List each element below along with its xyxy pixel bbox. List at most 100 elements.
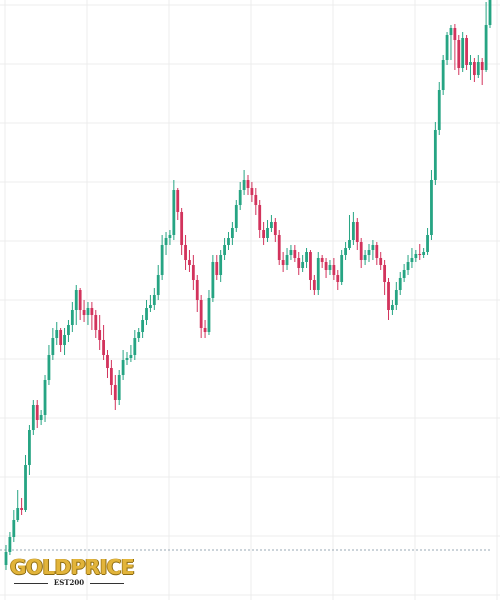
candle-up xyxy=(402,270,406,278)
candle-up xyxy=(422,252,426,255)
candle-up xyxy=(398,278,402,290)
candle-up xyxy=(285,255,289,265)
candle-up xyxy=(145,308,148,320)
candle-down xyxy=(383,265,387,282)
candle-up xyxy=(55,330,59,338)
logo-tagline: EST200 xyxy=(53,578,85,587)
candle-down xyxy=(246,180,250,188)
candle-up xyxy=(351,222,355,240)
candle-up xyxy=(234,205,238,228)
candle-down xyxy=(457,40,461,68)
candle-up xyxy=(469,62,472,65)
candle-up xyxy=(449,28,453,35)
candle-down xyxy=(20,508,24,510)
candle-up xyxy=(149,305,152,308)
candles-group xyxy=(4,0,492,570)
candle-up xyxy=(476,62,480,75)
candle-up xyxy=(141,320,145,332)
candle-up xyxy=(219,255,223,275)
candle-down xyxy=(82,310,86,315)
candle-down xyxy=(188,260,191,265)
candle-up xyxy=(230,228,234,238)
candle-down xyxy=(379,258,383,265)
candle-down xyxy=(387,282,390,310)
candle-up xyxy=(484,25,488,70)
candle-up xyxy=(70,310,74,325)
candle-up xyxy=(266,228,269,238)
candle-down xyxy=(59,330,63,345)
candle-up xyxy=(488,0,492,25)
candle-down xyxy=(94,315,98,330)
candle-down xyxy=(254,195,258,205)
candle-down xyxy=(332,265,336,275)
candle-up xyxy=(348,240,351,248)
candle-up xyxy=(445,35,449,60)
candle-down xyxy=(480,62,484,70)
candle-up xyxy=(86,308,90,315)
candle-down xyxy=(106,355,109,368)
candle-up xyxy=(437,90,441,130)
candle-up xyxy=(24,465,27,510)
candle-up xyxy=(31,405,35,430)
candle-up xyxy=(391,305,394,310)
candle-down xyxy=(273,222,277,235)
candle-up xyxy=(4,552,8,565)
candle-up xyxy=(117,375,121,400)
candle-up xyxy=(39,415,43,420)
candle-up xyxy=(168,235,172,238)
candle-down xyxy=(90,308,94,315)
candle-down xyxy=(277,235,281,260)
candle-down xyxy=(35,405,39,420)
candle-down xyxy=(199,300,203,328)
candle-up xyxy=(211,262,215,298)
candle-down xyxy=(336,275,340,282)
candle-up xyxy=(414,254,418,258)
candle-down xyxy=(281,260,285,265)
candle-up xyxy=(394,290,398,305)
candle-up xyxy=(344,248,347,255)
candle-up xyxy=(371,245,375,250)
candle-up xyxy=(152,295,156,305)
candle-up xyxy=(28,430,31,465)
candle-up xyxy=(12,520,16,537)
candle-up xyxy=(43,380,47,415)
candle-down xyxy=(215,262,219,275)
candle-down xyxy=(359,242,363,260)
candle-down xyxy=(109,368,113,385)
candle-up xyxy=(441,60,445,90)
candle-down xyxy=(418,254,422,255)
candle-up xyxy=(340,255,344,282)
candle-down xyxy=(262,230,266,238)
candle-up xyxy=(227,238,230,245)
candle-up xyxy=(305,252,308,262)
candle-down xyxy=(113,385,117,400)
candle-down xyxy=(250,188,254,195)
candle-down xyxy=(312,280,316,290)
candle-up xyxy=(125,358,129,360)
candle-down xyxy=(102,340,105,355)
candle-down xyxy=(98,330,102,340)
candle-up xyxy=(363,255,367,260)
candle-up xyxy=(328,265,332,270)
candle-down xyxy=(203,328,207,332)
candle-up xyxy=(16,508,20,520)
candle-up xyxy=(156,275,160,295)
candle-down xyxy=(258,205,262,230)
candle-up xyxy=(461,38,465,68)
candle-up xyxy=(426,235,429,252)
candle-down xyxy=(309,252,312,280)
candle-down xyxy=(191,265,195,280)
candle-up xyxy=(410,258,414,262)
candle-up xyxy=(207,298,211,332)
candle-up xyxy=(316,258,320,290)
candle-down xyxy=(293,250,297,258)
candle-up xyxy=(242,180,246,190)
candle-up xyxy=(270,222,273,228)
logo-rule-right xyxy=(90,583,124,584)
candle-down xyxy=(375,245,379,258)
candle-down xyxy=(78,290,82,310)
candle-down xyxy=(355,222,359,242)
candle-up xyxy=(433,130,437,180)
